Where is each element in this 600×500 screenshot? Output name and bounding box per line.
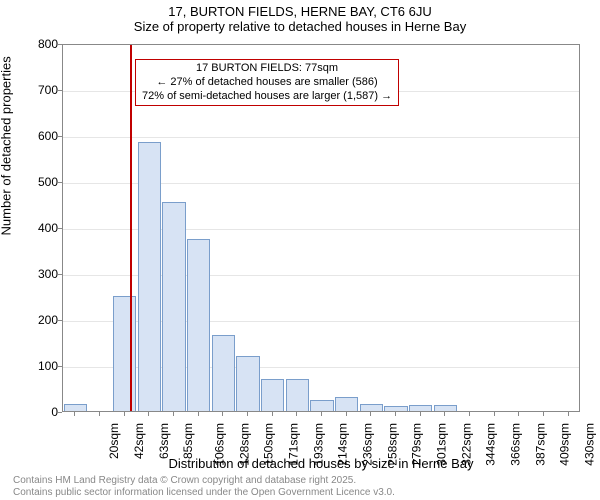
x-tick-label: 171sqm xyxy=(287,423,301,466)
x-tick-label: 128sqm xyxy=(237,423,251,466)
x-tick-mark xyxy=(148,412,149,416)
annotation-box: 17 BURTON FIELDS: 77sqm← 27% of detached… xyxy=(135,59,399,106)
chart-title: 17, BURTON FIELDS, HERNE BAY, CT6 6JU Si… xyxy=(0,4,600,34)
x-tick-mark xyxy=(173,412,174,416)
x-tick-label: 322sqm xyxy=(459,423,473,466)
x-tick-mark xyxy=(395,412,396,416)
x-tick-label: 236sqm xyxy=(361,423,375,466)
x-tick-label: 301sqm xyxy=(435,423,449,466)
x-tick-mark xyxy=(272,412,273,416)
y-tick-mark xyxy=(58,412,62,413)
histogram-bar xyxy=(310,400,334,412)
x-tick-mark xyxy=(198,412,199,416)
y-axis-label: Number of detached properties xyxy=(0,56,14,235)
x-tick-label: 409sqm xyxy=(558,423,572,466)
x-tick-mark xyxy=(124,412,125,416)
x-tick-label: 430sqm xyxy=(583,423,597,466)
x-tick-label: 63sqm xyxy=(157,423,171,459)
y-tick-label: 400 xyxy=(24,221,58,235)
x-tick-mark xyxy=(99,412,100,416)
histogram-bar xyxy=(236,356,260,411)
y-tick-mark xyxy=(58,274,62,275)
subject-property-line xyxy=(130,45,132,411)
y-tick-label: 100 xyxy=(24,359,58,373)
footer-line-2: Contains public sector information licen… xyxy=(13,487,395,499)
x-tick-mark xyxy=(346,412,347,416)
x-tick-label: 150sqm xyxy=(262,423,276,466)
annotation-line: 17 BURTON FIELDS: 77sqm xyxy=(142,62,392,76)
footer-line-1: Contains HM Land Registry data © Crown c… xyxy=(13,475,395,487)
attribution-footer: Contains HM Land Registry data © Crown c… xyxy=(13,475,395,498)
y-tick-label: 600 xyxy=(24,129,58,143)
x-tick-label: 214sqm xyxy=(336,423,350,466)
y-tick-mark xyxy=(58,320,62,321)
histogram-bar xyxy=(261,379,285,411)
histogram-bar xyxy=(162,202,186,411)
y-tick-mark xyxy=(58,44,62,45)
x-tick-mark xyxy=(296,412,297,416)
histogram-bar xyxy=(64,404,88,411)
y-tick-mark xyxy=(58,90,62,91)
y-tick-mark xyxy=(58,182,62,183)
x-tick-label: 193sqm xyxy=(311,423,325,466)
histogram-bar xyxy=(212,335,236,411)
histogram-bar xyxy=(138,142,162,411)
y-tick-label: 300 xyxy=(24,267,58,281)
x-tick-mark xyxy=(494,412,495,416)
x-tick-label: 85sqm xyxy=(181,423,195,459)
x-tick-mark xyxy=(469,412,470,416)
histogram-bar xyxy=(384,406,408,411)
annotation-line: 72% of semi-detached houses are larger (… xyxy=(142,90,392,104)
histogram-bar xyxy=(187,239,211,412)
y-tick-label: 700 xyxy=(24,83,58,97)
x-tick-mark xyxy=(518,412,519,416)
x-tick-label: 42sqm xyxy=(132,423,146,459)
x-tick-mark xyxy=(370,412,371,416)
x-tick-mark xyxy=(222,412,223,416)
x-tick-mark xyxy=(247,412,248,416)
y-tick-mark xyxy=(58,366,62,367)
histogram-bar xyxy=(113,296,137,411)
x-tick-label: 258sqm xyxy=(385,423,399,466)
y-tick-label: 500 xyxy=(24,175,58,189)
x-tick-mark xyxy=(420,412,421,416)
x-tick-mark xyxy=(321,412,322,416)
y-tick-mark xyxy=(58,228,62,229)
x-tick-mark xyxy=(444,412,445,416)
title-subtitle: Size of property relative to detached ho… xyxy=(0,19,600,34)
histogram-bar xyxy=(286,379,310,411)
x-tick-mark xyxy=(74,412,75,416)
histogram-bar xyxy=(409,405,433,411)
histogram-bar xyxy=(335,397,359,411)
y-tick-label: 800 xyxy=(24,37,58,51)
histogram-bar xyxy=(434,405,458,411)
x-tick-label: 344sqm xyxy=(484,423,498,466)
annotation-line: ← 27% of detached houses are smaller (58… xyxy=(142,76,392,90)
x-tick-label: 366sqm xyxy=(509,423,523,466)
gridline-h xyxy=(63,137,579,138)
x-tick-label: 279sqm xyxy=(410,423,424,466)
x-tick-mark xyxy=(568,412,569,416)
histogram-bar xyxy=(360,404,384,411)
x-tick-mark xyxy=(543,412,544,416)
y-tick-label: 0 xyxy=(24,405,58,419)
title-address: 17, BURTON FIELDS, HERNE BAY, CT6 6JU xyxy=(0,4,600,19)
plot-area: 17 BURTON FIELDS: 77sqm← 27% of detached… xyxy=(62,44,580,412)
x-tick-label: 387sqm xyxy=(533,423,547,466)
y-tick-label: 200 xyxy=(24,313,58,327)
y-tick-mark xyxy=(58,136,62,137)
x-tick-label: 20sqm xyxy=(107,423,121,459)
x-tick-label: 106sqm xyxy=(213,423,227,466)
